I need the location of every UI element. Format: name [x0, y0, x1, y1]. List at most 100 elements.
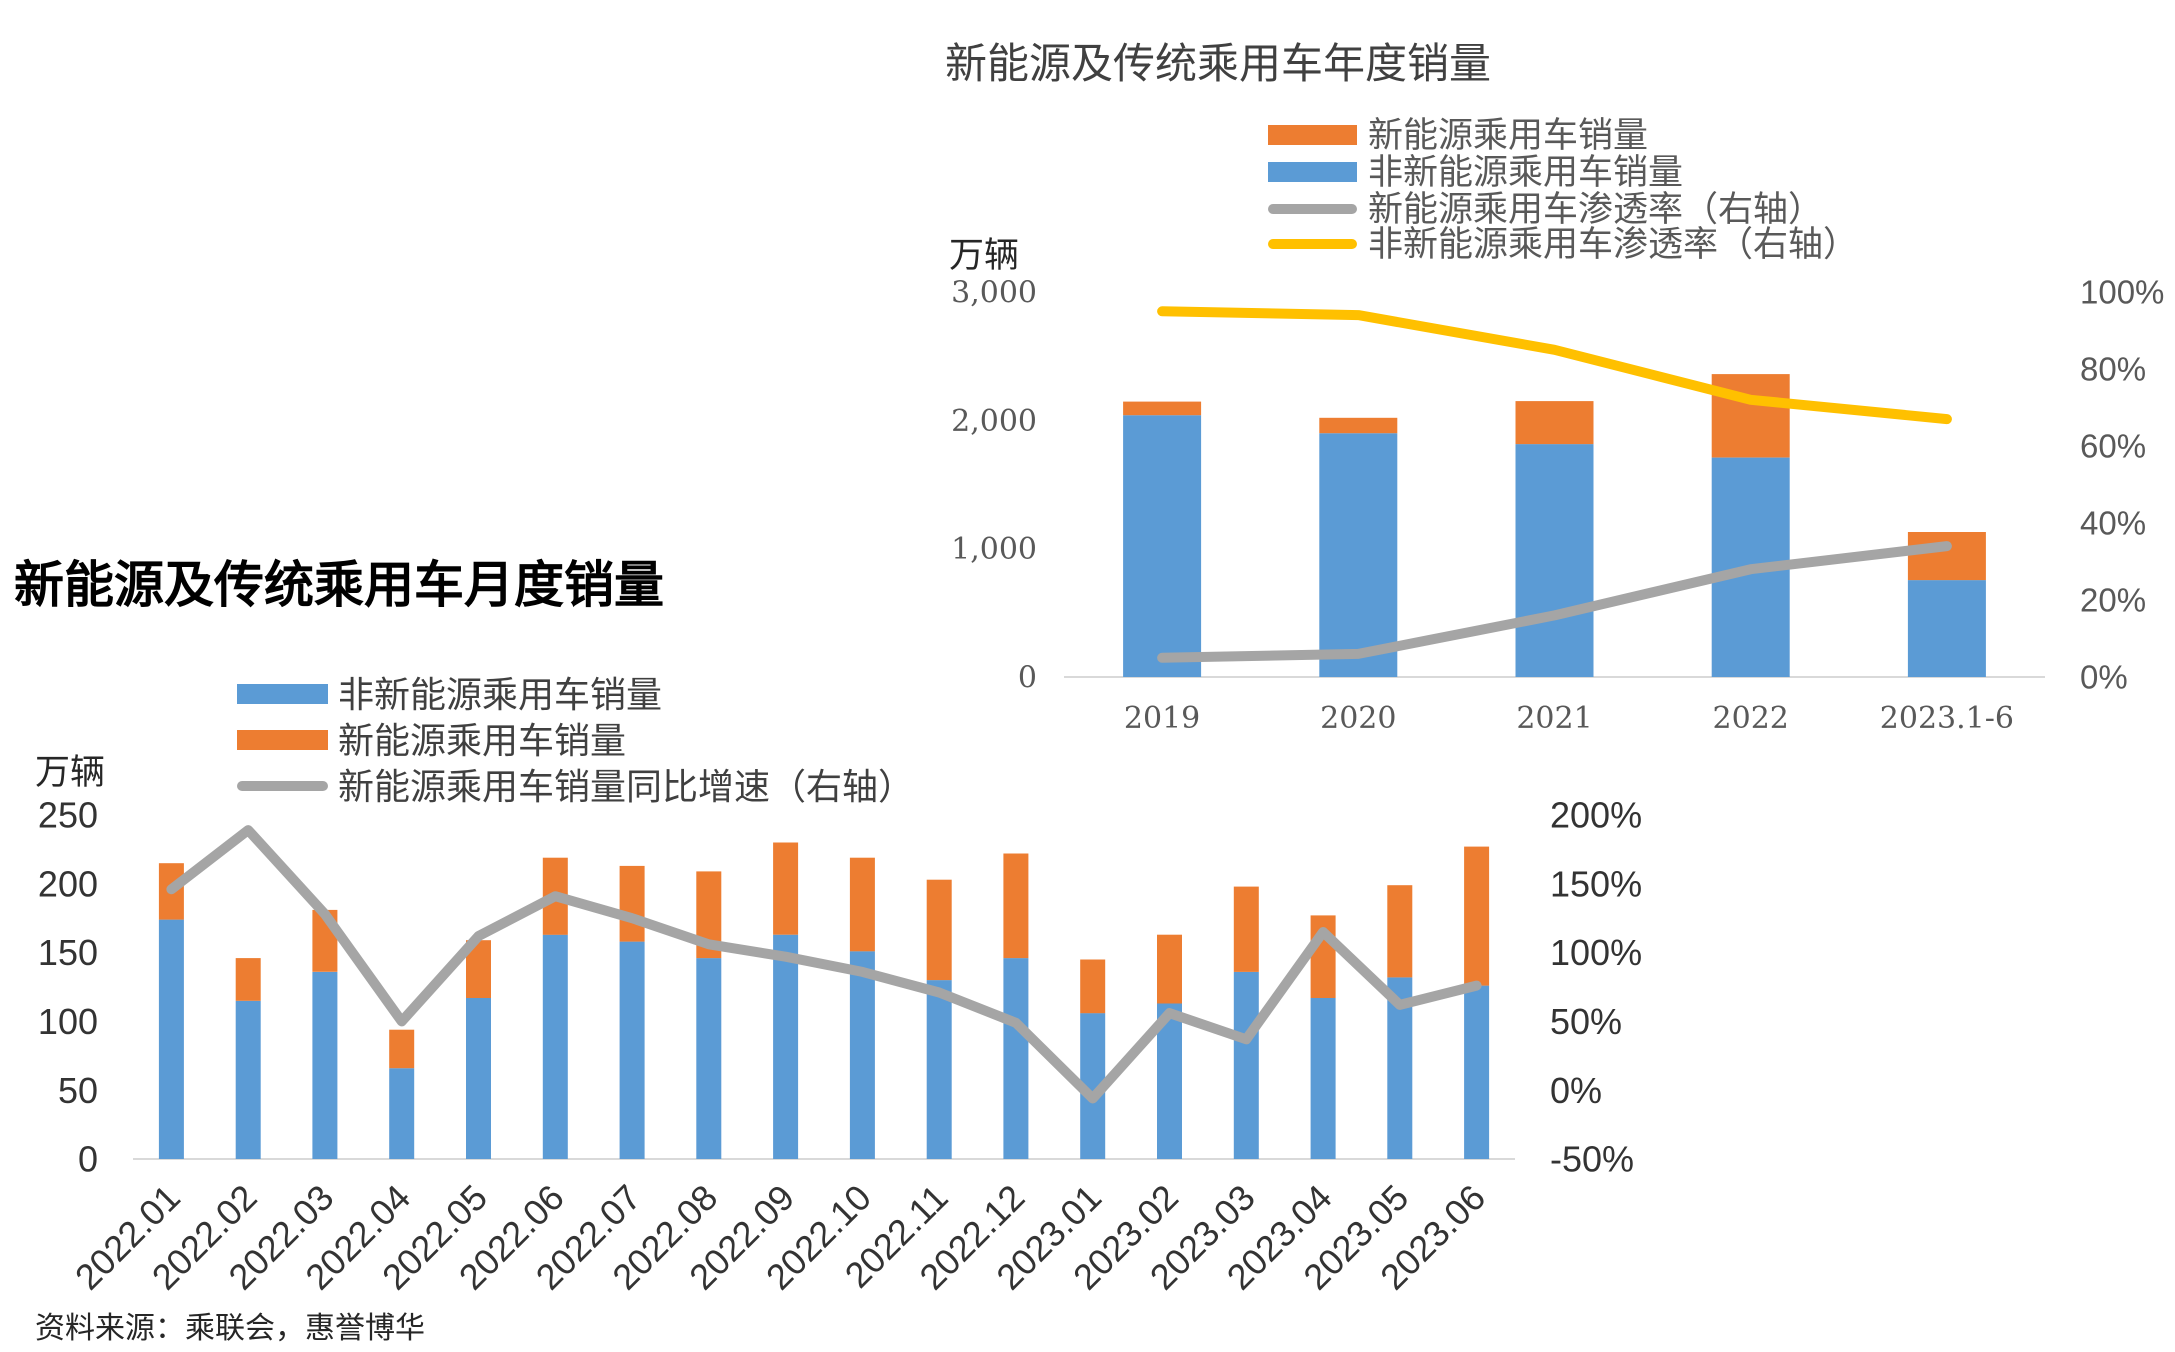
monthly-non-nev-sales-bar [466, 998, 491, 1159]
monthly-left-y-tick-label: 50 [58, 1070, 98, 1111]
monthly-non-nev-sales-bar [926, 980, 952, 1159]
monthly-right-y-tick-label: 100% [1550, 932, 1642, 973]
monthly-left-y-tick-label: 150 [38, 932, 98, 973]
annual-legend-label: 新能源乘用车销量 [1368, 116, 1648, 156]
monthly-x-axis: 2022.012022.022022.032022.042022.052022.… [67, 1177, 1493, 1298]
annual-nev-sales-bar [1319, 417, 1398, 434]
monthly-nev-sales-bar [619, 865, 645, 942]
annual-x-axis: 2019 2020 2021 2022 2023.1-6 [1124, 701, 2014, 736]
monthly-non-nev-sales-bar [1233, 971, 1259, 1159]
monthly-non-nev-sales-bar [158, 919, 184, 1159]
annual-right-y-tick-label: 20% [2080, 582, 2146, 619]
monthly-non-nev-sales-bar [1310, 998, 1336, 1159]
monthly-non-nev-sales-bar [849, 951, 875, 1159]
annual-x-tick-label: 2023.1-6 [1880, 701, 2014, 736]
monthly-legend-item-non-nev-sales: 非新能源乘用车销量 [237, 675, 662, 716]
annual-non-nev-sales-bar [1123, 415, 1202, 677]
monthly-nev-sales-bar [1080, 959, 1106, 1014]
annual-nev-sales-bar [1515, 401, 1594, 445]
annual-legend-item-non-nev-penetration: 非新能源乘用车渗透率（右轴） [1268, 225, 1858, 265]
monthly-legend-label: 非新能源乘用车销量 [338, 675, 662, 716]
monthly-legend-label: 新能源乘用车销量 [338, 721, 626, 762]
annual-legend-swatch [1268, 162, 1357, 182]
annual-right-y-tick-label: 40% [2080, 505, 2146, 542]
monthly-left-y-tick-label: 250 [38, 795, 98, 836]
annual-non-nev-sales-bar [1515, 444, 1594, 677]
monthly-chart-y-axis-label: 万辆 [35, 753, 105, 793]
monthly-nev-sales-bar [235, 958, 261, 1001]
monthly-nev-sales-bar [1003, 853, 1029, 959]
annual-x-tick-label: 2021 [1516, 701, 1592, 736]
annual-non-nev-penetration-line [1157, 306, 1952, 425]
annual-non-nev-sales-bar [1319, 433, 1398, 677]
monthly-nev-sales-bar [926, 879, 952, 981]
monthly-non-nev-sales-bar [1003, 958, 1029, 1159]
annual-legend-item-nev-sales: 新能源乘用车销量 [1268, 116, 1648, 156]
annual-right-y-tick-label: 80% [2080, 351, 2146, 388]
monthly-nev-sales-bar [389, 1029, 415, 1069]
annual-legend-label: 非新能源乘用车销量 [1368, 153, 1683, 193]
monthly-non-nev-sales-bar [389, 1068, 415, 1159]
annual-legend-label: 新能源乘用车渗透率（右轴） [1368, 190, 1823, 230]
monthly-legend-item-nev-yoy-growth: 新能源乘用车销量同比增速（右轴） [237, 767, 914, 808]
annual-left-y-tick-label: 3,000 [951, 276, 1037, 311]
annual-right-y-tick-label: 60% [2080, 428, 2146, 465]
monthly-chart-title: 新能源及传统乘用车月度销量 [14, 556, 664, 614]
annual-right-y-axis: 0% 20% 40% 60% 80% 100% [2080, 274, 2164, 696]
monthly-left-y-tick-label: 200 [38, 863, 98, 904]
monthly-nev-sales-bar [1157, 934, 1182, 1004]
monthly-nev-sales-bar [1387, 885, 1413, 978]
annual-left-y-tick-label: 0 [1018, 661, 1037, 696]
monthly-right-y-tick-label: 0% [1550, 1070, 1602, 1111]
annual-right-y-tick-label: 0% [2080, 659, 2128, 696]
annual-bars [1123, 374, 1986, 677]
monthly-bars [158, 842, 1490, 1159]
annual-left-y-tick-label: 1,000 [951, 532, 1037, 567]
annual-x-tick-label: 2020 [1320, 701, 1396, 736]
monthly-legend-swatch [237, 684, 328, 704]
annual-nev-sales-bar [1907, 532, 1986, 581]
monthly-non-nev-sales-bar [696, 958, 722, 1159]
monthly-nev-yoy-growth-line [166, 825, 1482, 1104]
monthly-chart-plot-area: 0 50 100 150 200 250 -50% 0% 50% 100% 150% 200% 2022… [38, 795, 1642, 1298]
monthly-non-nev-sales-bar [542, 934, 568, 1159]
monthly-non-nev-sales-bar [1464, 985, 1490, 1159]
monthly-legend-label: 新能源乘用车销量同比增速（右轴） [338, 767, 914, 808]
monthly-non-nev-sales-bar [773, 934, 799, 1159]
monthly-nev-sales-bar [1233, 886, 1259, 972]
annual-x-tick-label: 2022 [1713, 701, 1789, 736]
monthly-nev-sales-bar [849, 857, 875, 952]
annual-right-y-tick-label: 100% [2080, 274, 2164, 311]
annual-non-nev-sales-bar [1907, 580, 1986, 677]
monthly-legend-swatch [237, 730, 328, 750]
monthly-right-y-tick-label: 50% [1550, 1001, 1622, 1042]
annual-nev-sales-bar [1123, 401, 1202, 416]
monthly-legend-item-nev-sales: 新能源乘用车销量 [237, 721, 626, 762]
annual-nev-penetration-line [1157, 541, 1952, 663]
monthly-left-y-axis: 0 50 100 150 200 250 [38, 795, 98, 1180]
monthly-right-y-tick-label: 200% [1550, 795, 1642, 836]
annual-legend-swatch [1268, 125, 1357, 145]
monthly-left-y-tick-label: 0 [78, 1139, 98, 1180]
annual-sales-chart: 新能源及传统乘用车年度销量 新能源乘用车销量非新能源乘用车销量新能源乘用车渗透率… [945, 39, 2164, 736]
monthly-non-nev-sales-bar [619, 941, 645, 1159]
monthly-left-y-tick-label: 100 [38, 1001, 98, 1042]
annual-chart-legend: 新能源乘用车销量非新能源乘用车销量新能源乘用车渗透率（右轴）非新能源乘用车渗透率… [1268, 116, 1858, 265]
annual-nev-sales-bar [1711, 374, 1790, 458]
annual-left-y-axis: 0 1,000 2,000 3,000 [951, 276, 1037, 696]
annual-left-y-tick-label: 2,000 [951, 404, 1037, 439]
monthly-sales-chart: 新能源及传统乘用车月度销量 非新能源乘用车销量新能源乘用车销量新能源乘用车销量同… [14, 556, 1642, 1298]
annual-chart-y-axis-label: 万辆 [949, 236, 1019, 276]
monthly-non-nev-sales-bar [312, 971, 338, 1159]
annual-legend-item-non-nev-sales: 非新能源乘用车销量 [1268, 153, 1683, 193]
monthly-nev-sales-bar [773, 842, 799, 935]
monthly-nev-sales-bar [1464, 846, 1490, 986]
annual-legend-item-nev-penetration: 新能源乘用车渗透率（右轴） [1268, 190, 1823, 230]
annual-chart-title: 新能源及传统乘用车年度销量 [945, 39, 1491, 88]
source-note: 资料来源：乘联会，惠誉博华 [35, 1311, 425, 1346]
monthly-right-y-axis: -50% 0% 50% 100% 150% 200% [1550, 795, 1642, 1180]
annual-x-tick-label: 2019 [1124, 701, 1200, 736]
